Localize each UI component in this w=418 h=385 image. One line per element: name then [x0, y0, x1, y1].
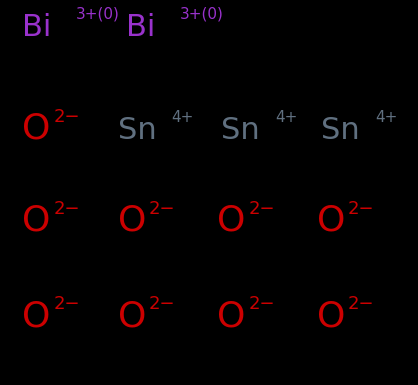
Text: O: O	[117, 299, 146, 333]
Text: O: O	[117, 204, 146, 238]
Text: 2−: 2−	[248, 295, 275, 313]
Text: Bi: Bi	[126, 13, 155, 42]
Text: Bi: Bi	[22, 13, 51, 42]
Text: O: O	[22, 299, 51, 333]
Text: O: O	[317, 204, 345, 238]
Text: 2−: 2−	[348, 295, 375, 313]
Text: 2−: 2−	[149, 295, 176, 313]
Text: Sn: Sn	[117, 116, 156, 145]
Text: O: O	[22, 112, 51, 146]
Text: 2−: 2−	[149, 199, 176, 218]
Text: 4+: 4+	[375, 110, 398, 125]
Text: O: O	[317, 299, 345, 333]
Text: 2−: 2−	[348, 199, 375, 218]
Text: 3+(0): 3+(0)	[76, 7, 120, 22]
Text: 2−: 2−	[53, 199, 80, 218]
Text: 2−: 2−	[53, 108, 80, 126]
Text: 4+: 4+	[172, 110, 194, 125]
Text: O: O	[217, 299, 246, 333]
Text: 2−: 2−	[248, 199, 275, 218]
Text: Sn: Sn	[222, 116, 260, 145]
Text: 4+: 4+	[275, 110, 298, 125]
Text: 2−: 2−	[53, 295, 80, 313]
Text: Sn: Sn	[321, 116, 360, 145]
Text: O: O	[22, 204, 51, 238]
Text: 3+(0): 3+(0)	[180, 7, 224, 22]
Text: O: O	[217, 204, 246, 238]
